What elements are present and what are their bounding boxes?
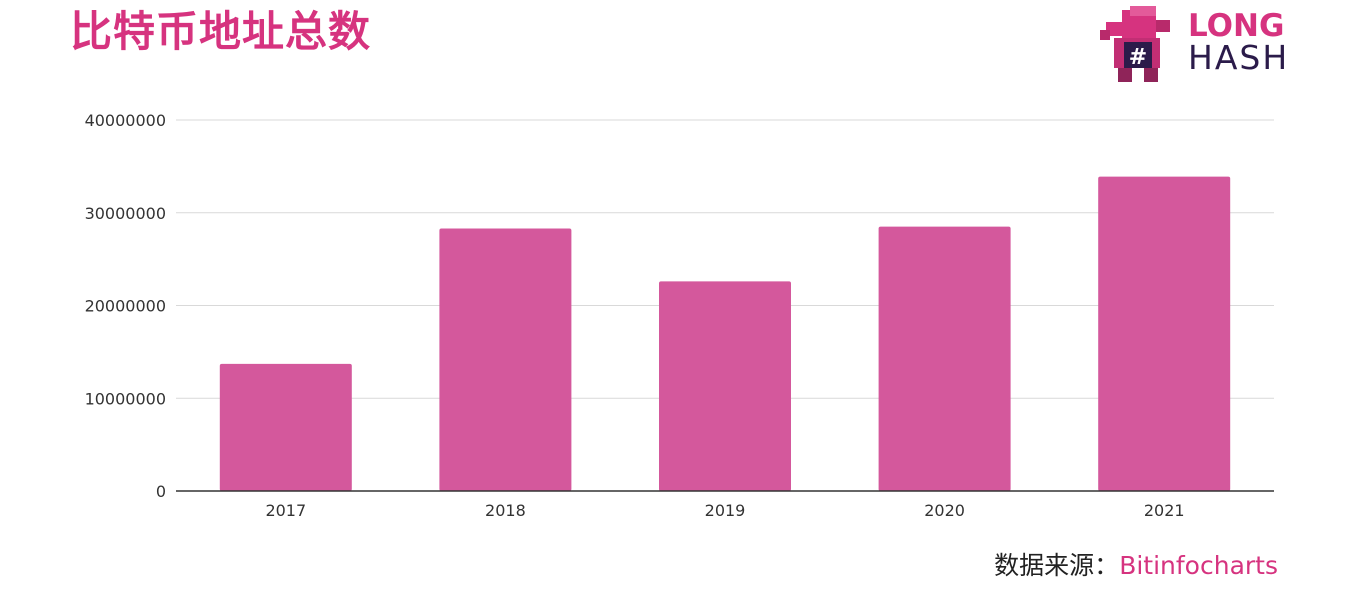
bar-2018 bbox=[439, 228, 572, 491]
logo-wordmark: LONG HASH bbox=[1188, 10, 1289, 74]
y-axis-ticks: 0 10000000 20000000 30000000 40000000 bbox=[85, 111, 166, 501]
bar-2021 bbox=[1098, 176, 1231, 491]
x-tick-label: 2018 bbox=[485, 501, 526, 520]
y-tick-label: 40000000 bbox=[85, 111, 166, 130]
x-tick-label: 2017 bbox=[265, 501, 306, 520]
x-axis-ticks: 2017 2018 2019 2020 2021 bbox=[265, 501, 1184, 520]
x-tick-label: 2019 bbox=[705, 501, 746, 520]
logo-line-hash: HASH bbox=[1188, 38, 1290, 77]
bar-2017 bbox=[219, 363, 352, 491]
bar-2020 bbox=[878, 226, 1011, 491]
x-tick-label: 2021 bbox=[1144, 501, 1185, 520]
data-source: 数据来源：Bitinfocharts bbox=[994, 546, 1278, 586]
y-tick-label: 10000000 bbox=[85, 389, 166, 408]
dinosaur-icon: # bbox=[1100, 6, 1170, 82]
logo-line-long: LONG bbox=[1188, 8, 1285, 44]
chart-title: 比特币地址总数 bbox=[70, 7, 372, 56]
longhash-logo: # LONG HASH bbox=[1100, 6, 1300, 84]
source-value: Bitinfocharts bbox=[1119, 551, 1278, 580]
y-tick-label: 30000000 bbox=[85, 204, 166, 223]
bars bbox=[219, 176, 1231, 491]
source-label: 数据来源： bbox=[994, 551, 1120, 580]
y-tick-label: 20000000 bbox=[85, 297, 166, 316]
x-tick-label: 2020 bbox=[924, 501, 965, 520]
bar-2019 bbox=[659, 281, 791, 491]
y-tick-label: 0 bbox=[156, 482, 166, 501]
svg-text:#: # bbox=[1129, 45, 1147, 70]
